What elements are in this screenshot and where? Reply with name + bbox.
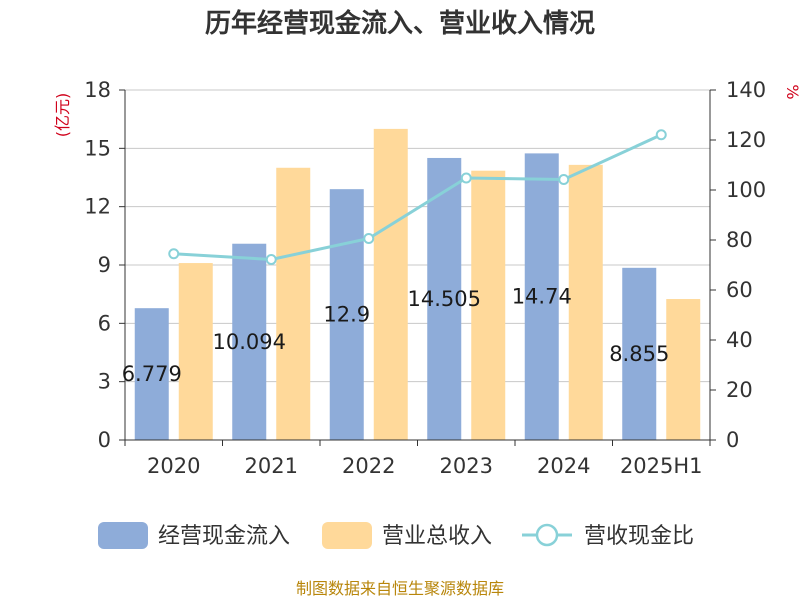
ratio-point [265, 254, 277, 265]
data-label: 14.505 [408, 287, 481, 311]
y-right-tick-label: 100 [726, 178, 766, 202]
x-tick-label: 2020 [147, 454, 200, 478]
y-left-unit: (亿元) [53, 93, 72, 138]
source-note: 制图数据来自恒生聚源数据库 [296, 579, 504, 598]
data-label: 12.9 [323, 303, 370, 327]
y-left-tick-label: 6 [98, 311, 111, 335]
y-right-tick-label: 140 [726, 78, 766, 102]
ratio-point [460, 172, 472, 184]
y-right-tick-label: 80 [726, 228, 753, 252]
data-label: 10.094 [213, 330, 286, 354]
x-tick-label: 2025H1 [620, 454, 703, 478]
y-right-tick-label: 60 [726, 278, 753, 302]
legend-label: 经营现金流入 [158, 524, 290, 549]
y-left-tick-label: 9 [98, 253, 111, 277]
bar-2 [373, 128, 408, 440]
x-tick-label: 2024 [537, 454, 590, 478]
data-label: 14.74 [512, 285, 572, 309]
data-labels: 6.779 10.094 12.9 14.505 14.74 8.855 [122, 285, 670, 386]
ratio-line-path [173, 133, 662, 262]
bar-4 [524, 153, 559, 440]
legend-label: 营收现金比 [584, 524, 694, 549]
bar-1 [232, 243, 267, 440]
y-right-tick-label: 40 [726, 328, 753, 352]
y-left-tick-label: 15 [84, 136, 111, 160]
ratio-point [168, 248, 180, 260]
ratio-point [655, 129, 667, 141]
x-tick-label: 2023 [440, 454, 493, 478]
bar-1 [276, 167, 311, 440]
y-right-tick-label: 120 [726, 128, 766, 152]
legend: 经营现金流入 营业总收入 营收现金比 [98, 522, 694, 549]
legend-swatch [98, 522, 148, 549]
data-label: 8.855 [609, 342, 669, 366]
bar-2 [329, 189, 364, 440]
y-left-tick-label: 0 [98, 428, 111, 452]
y-left-tick-label: 3 [98, 370, 111, 394]
bar-0 [134, 308, 169, 440]
x-tick-label: 2021 [245, 454, 298, 478]
bars [134, 128, 701, 441]
y-left-tick-label: 18 [84, 78, 111, 102]
bar-4 [568, 164, 603, 440]
chart-title: 历年经营现金流入、营业收入情况 [205, 8, 595, 39]
legend-swatch [322, 522, 372, 549]
axes: 0 3 6 9 12 15 18 0 20 40 60 80 100 120 140 2020 2021 2022… [84, 78, 766, 478]
y-right-unit: % [783, 84, 800, 99]
ratio-point [363, 233, 375, 244]
ratio-line [168, 129, 667, 265]
y-left-tick-label: 12 [84, 195, 111, 219]
gridlines [125, 89, 710, 383]
legend-label: 营业总收入 [382, 524, 492, 549]
bar-5 [622, 267, 657, 440]
data-label: 6.779 [122, 362, 182, 386]
x-tick-label: 2022 [342, 454, 395, 478]
bar-3 [471, 170, 506, 440]
y-right-tick-label: 20 [726, 378, 753, 402]
bar-3 [427, 157, 462, 441]
bar-5 [666, 299, 701, 440]
bar-0 [178, 263, 213, 440]
legend-marker [535, 523, 559, 547]
ratio-point [558, 174, 570, 185]
y-right-tick-label: 0 [726, 428, 739, 452]
